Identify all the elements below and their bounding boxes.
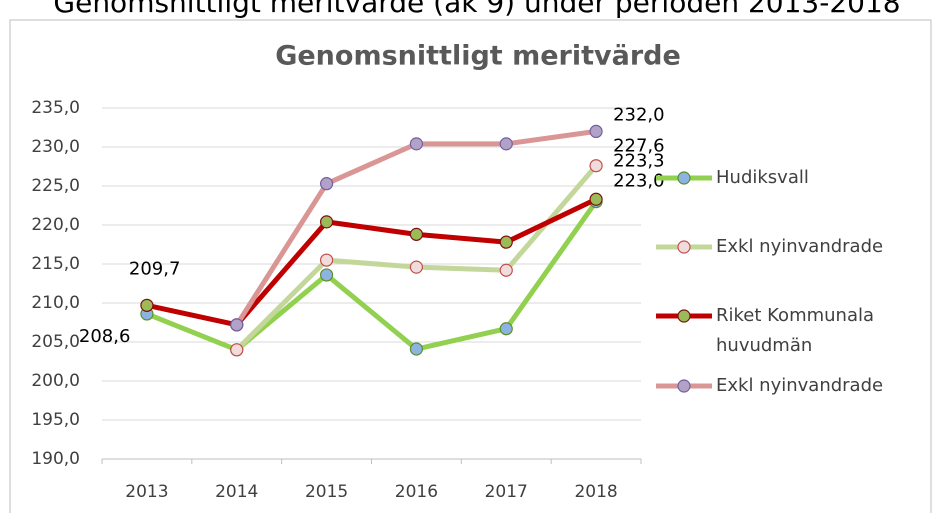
- marker: [230, 318, 244, 332]
- x-tick-label: 2014: [215, 482, 258, 502]
- marker: [499, 263, 513, 277]
- legend-marker: [677, 379, 691, 393]
- marker: [589, 192, 603, 206]
- data-label: 223,3: [613, 150, 665, 171]
- marker: [319, 253, 334, 267]
- marker: [499, 235, 513, 249]
- marker: [140, 298, 154, 312]
- legend-label: Riket Kommunala huvudmän: [716, 305, 875, 356]
- x-tick-label: 2018: [574, 482, 617, 502]
- y-tick-label: 225,0: [31, 176, 80, 196]
- legend-marker: [677, 171, 691, 185]
- y-tick-label: 195,0: [31, 410, 80, 430]
- marker: [319, 177, 334, 191]
- legend-label: Hudiksvall: [716, 167, 809, 188]
- marker: [319, 215, 334, 229]
- x-tick-label: 2016: [395, 482, 438, 502]
- y-tick-label: 215,0: [31, 254, 80, 274]
- chart-border: [9, 19, 932, 513]
- marker: [589, 159, 603, 173]
- data-label: 209,7: [129, 258, 181, 279]
- marker: [499, 137, 513, 151]
- marker: [230, 343, 244, 357]
- marker: [499, 322, 513, 336]
- marker: [409, 260, 424, 274]
- marker: [589, 124, 603, 138]
- legend-marker: [677, 240, 691, 254]
- series-line: [146, 197, 598, 328]
- heading: Genomsnittligt meritvärde (åk 9) under p…: [53, 0, 900, 19]
- y-tick-label: 190,0: [31, 449, 80, 469]
- data-label: 227,6: [613, 136, 665, 157]
- series-line: [234, 164, 598, 352]
- x-tick-label: 2017: [485, 482, 528, 502]
- marker: [409, 227, 424, 241]
- marker: [319, 268, 334, 282]
- legend-label: Exkl nyinvandrade: [716, 236, 884, 257]
- data-label: 232,0: [613, 104, 665, 125]
- y-tick-label: 210,0: [31, 293, 80, 313]
- x-tick-label: 2013: [125, 482, 168, 502]
- data-label: 208,6: [79, 326, 131, 347]
- y-tick-label: 230,0: [31, 137, 80, 157]
- x-tick-label: 2015: [305, 482, 348, 502]
- marker: [409, 137, 424, 151]
- chart-title: Genomsnittligt meritvärde: [275, 41, 681, 72]
- y-tick-label: 205,0: [31, 332, 80, 352]
- data-label: 223,0: [613, 171, 665, 192]
- legend-label: Exkl nyinvandrade: [716, 375, 884, 396]
- y-tick-label: 235,0: [31, 98, 80, 118]
- marker: [409, 342, 424, 356]
- y-tick-label: 220,0: [31, 215, 80, 235]
- y-tick-label: 200,0: [31, 371, 80, 391]
- series-line: [145, 200, 599, 353]
- legend-marker: [677, 309, 691, 323]
